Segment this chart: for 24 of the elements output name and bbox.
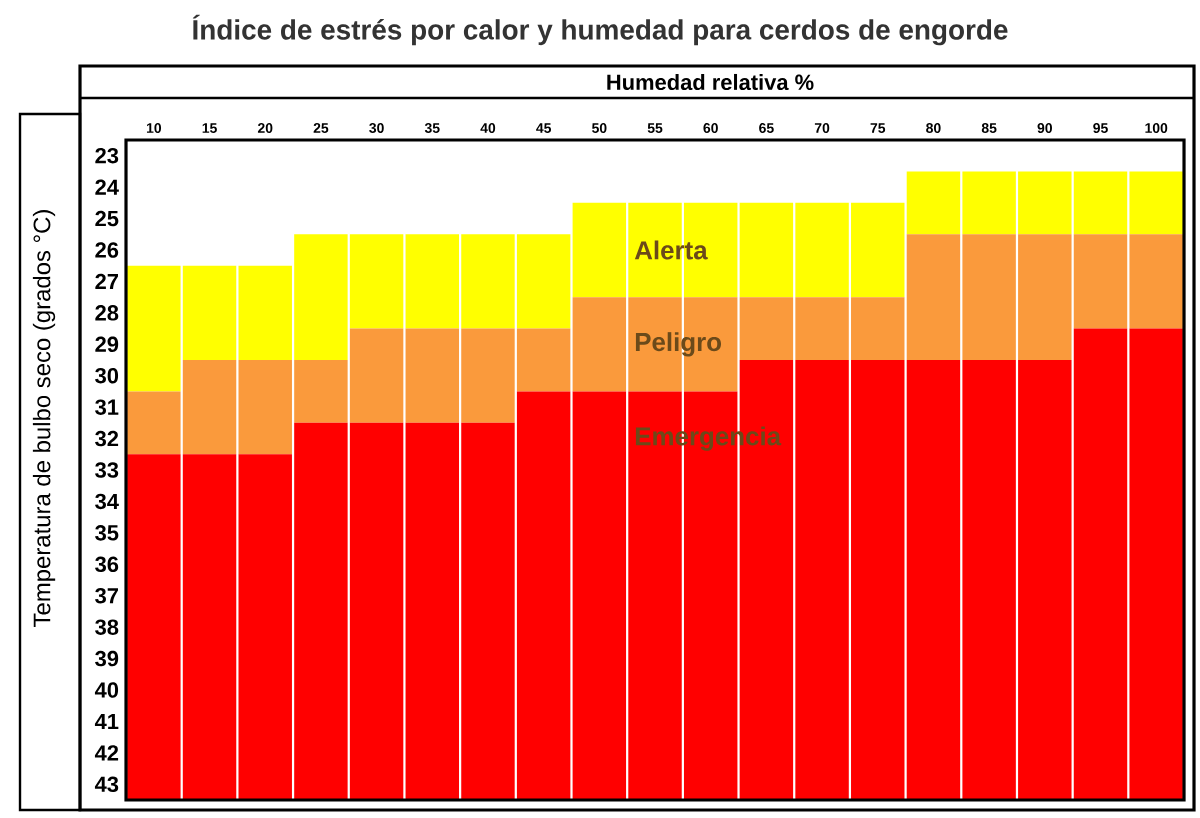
y-tick-label: 26	[95, 242, 119, 258]
y-tick-label: 40	[94, 682, 119, 698]
y-tick-label: 31	[95, 399, 119, 415]
y-tick-label: 29	[95, 336, 119, 353]
chart-title: Índice de estrés por calor y humedad para cerdos de engorde	[192, 14, 1008, 46]
y-tick-label: 32	[95, 430, 119, 447]
y-tick-label: 41	[94, 713, 119, 729]
y-tick-label: 42	[94, 745, 119, 761]
y-axis-title: Temperatura de bulbo seco (grados °C)	[32, 210, 56, 627]
y-tick-label: 30	[95, 367, 119, 384]
y-tick-label: 25	[95, 210, 119, 227]
y-tick-label: 34	[95, 493, 119, 510]
y-tick-label: 27	[95, 273, 118, 290]
y-tick-label: 43	[94, 776, 119, 793]
y-tick-label: 23	[95, 147, 119, 164]
y-tick-label: 35	[95, 525, 119, 541]
y-tick-label: 39	[95, 650, 119, 667]
x-axis-title: Humedad relativa %	[607, 73, 814, 91]
y-tick-label: 37	[95, 587, 118, 604]
y-tick-label: 28	[95, 305, 119, 321]
y-tick-label: 33	[95, 462, 119, 478]
y-tick-label: 24	[95, 179, 119, 195]
y-tick-label: 38	[95, 619, 119, 635]
y-tick-label: 36	[95, 556, 119, 573]
